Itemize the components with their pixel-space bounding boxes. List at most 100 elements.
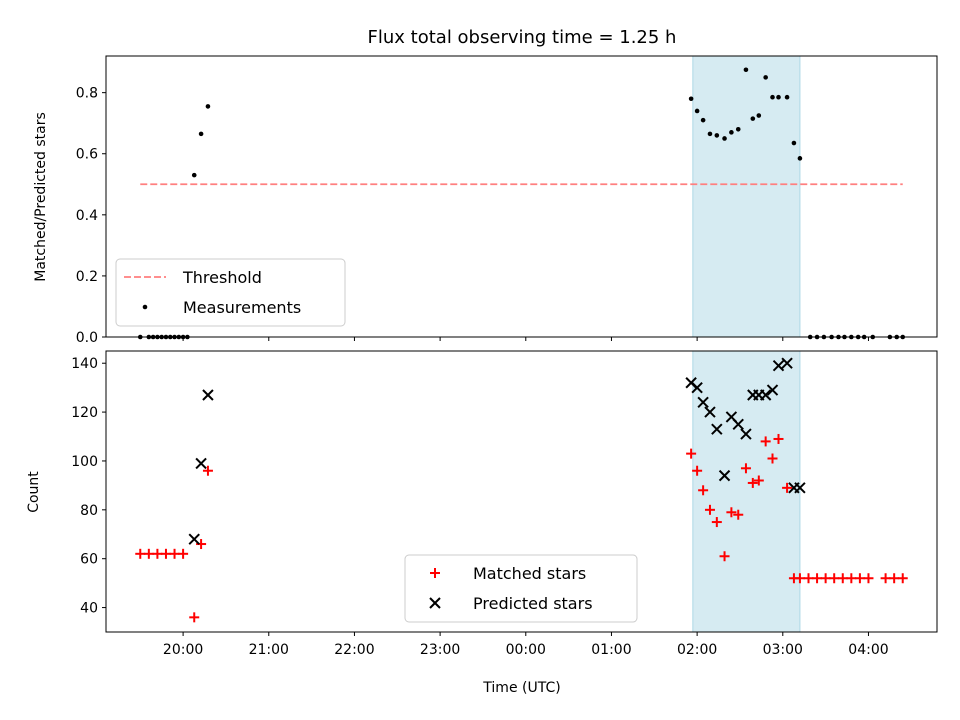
predicted-star-point — [718, 469, 731, 482]
x-tick-label: 20:00 — [163, 642, 203, 658]
predicted-star-point — [781, 357, 793, 369]
matched-star-point — [698, 485, 709, 496]
matched-star-point — [747, 477, 758, 488]
x-tick-label: 21:00 — [249, 642, 289, 658]
observing-span — [692, 350, 801, 633]
predicted-star-point — [759, 389, 772, 401]
measurement-point — [729, 130, 734, 135]
matched-star-point — [692, 465, 703, 476]
top-y-axis-label: Matched/Predicted stars — [33, 112, 49, 282]
matched-star-point — [178, 548, 189, 559]
marker-stroke — [697, 396, 709, 409]
matched-star-point — [202, 465, 213, 476]
measurement-point — [205, 104, 211, 109]
predicted-star-point — [740, 428, 752, 440]
marker-stroke — [725, 411, 738, 423]
matched-star-point — [820, 573, 831, 584]
top-panel: 0.0 0.2 0.4 0.6 0.8 Threshold Measurements — [76, 55, 938, 346]
predicted-star-point — [697, 396, 709, 409]
matched-star-point — [846, 573, 857, 584]
y-tick-label: 60 — [80, 552, 98, 568]
y-tick-label: 40 — [80, 601, 98, 617]
marker-stroke — [772, 359, 785, 372]
matched-star-point — [897, 573, 908, 584]
axes-frame — [105, 55, 938, 338]
marker-stroke — [794, 482, 806, 494]
measurement-point — [735, 127, 741, 132]
matched-star-point — [880, 573, 891, 584]
matched-star-point — [782, 482, 793, 493]
y-tick-label: 0.6 — [76, 147, 98, 163]
y-tick-label: 80 — [80, 503, 98, 519]
matched-star-point — [854, 573, 865, 584]
marker-stroke — [195, 457, 207, 470]
matched-star-point — [135, 548, 146, 559]
matched-star-point — [773, 433, 784, 444]
predicted-star-point — [704, 406, 716, 418]
x-tick-label: 23:00 — [420, 642, 460, 658]
legend-measurement-swatch — [142, 304, 148, 310]
matched-star-point — [889, 573, 900, 584]
y-tick-label: 120 — [71, 405, 98, 421]
measurement-point — [714, 133, 720, 138]
predicted-star-point — [766, 384, 779, 396]
legend-predicted-swatch — [429, 597, 441, 609]
matched-star-point — [803, 573, 814, 584]
y-tick-label: 0.4 — [76, 208, 98, 224]
y-tick-label: 140 — [71, 356, 98, 372]
legend-box — [404, 554, 638, 623]
measurement-point — [707, 131, 713, 137]
predicted-star-point — [732, 418, 744, 431]
matched-star-point — [169, 548, 180, 559]
legend-matched-label: Matched stars — [473, 564, 586, 583]
matched-star-point — [794, 573, 805, 584]
marker-stroke — [685, 377, 697, 389]
x-axis-label: Time (UTC) — [482, 680, 560, 696]
matched-star-point — [760, 436, 771, 447]
matched-star-point — [711, 517, 722, 528]
matched-star-point — [704, 504, 715, 515]
measurement-point — [191, 172, 197, 178]
matched-star-point — [829, 573, 840, 584]
matched-star-point — [837, 573, 848, 584]
predicted-star-point — [188, 533, 200, 545]
measurement-point — [770, 94, 775, 100]
x-tick-label: 02:00 — [677, 642, 717, 658]
matched-star-point — [753, 475, 764, 486]
x-tick-label: 04:00 — [848, 642, 888, 658]
legend-threshold-label: Threshold — [182, 268, 262, 287]
x-tick-label: 22:00 — [334, 642, 374, 658]
marker-stroke — [188, 533, 200, 545]
matched-star-point — [767, 453, 778, 464]
x-tick-label: 01:00 — [591, 642, 631, 658]
measurement-point — [791, 140, 797, 146]
measurement-point — [756, 113, 762, 118]
observing-span — [692, 55, 801, 338]
matched-star-point — [863, 573, 874, 584]
predicted-star-point — [711, 423, 723, 435]
measurement-point — [694, 108, 700, 114]
measurement-point — [688, 96, 694, 102]
legend-bottom: Matched stars Predicted stars — [404, 554, 638, 623]
measurement-point — [722, 136, 727, 141]
predicted-star-point — [195, 457, 207, 470]
matched-star-point — [686, 448, 697, 459]
matched-star-point — [189, 612, 200, 623]
predicted-star-point — [772, 359, 785, 372]
legend-box — [115, 258, 346, 327]
marker-stroke — [691, 381, 703, 394]
chart-title: Flux total observing time = 1.25 h — [368, 27, 677, 48]
y-tick-label: 0.0 — [76, 330, 98, 346]
measurement-point — [776, 94, 781, 100]
measurement-point — [743, 67, 749, 73]
measurement-point — [784, 94, 790, 100]
marker-stroke — [759, 389, 772, 401]
matched-star-point — [812, 573, 823, 584]
matched-star-point — [733, 509, 744, 520]
predicted-star-point — [691, 381, 703, 394]
marker-stroke — [732, 418, 744, 431]
matched-star-point — [152, 548, 163, 559]
marker-stroke — [718, 469, 731, 482]
measurement-point — [750, 116, 756, 121]
marker-stroke — [781, 357, 793, 369]
